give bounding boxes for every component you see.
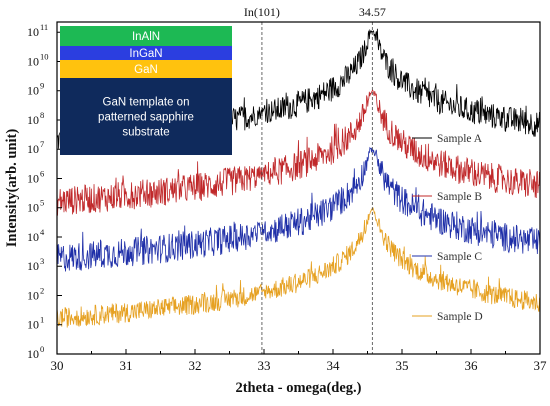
series-sample-c-line <box>57 146 540 272</box>
layer-structure-inset: InAlN InGaN GaN GaN template on patterned sa… <box>60 26 232 155</box>
legend-label: Sample C <box>437 251 482 263</box>
inset-layer-1 <box>60 46 232 60</box>
x-tick-label: 33 <box>258 358 271 373</box>
y-tick-label: 10 <box>27 113 39 127</box>
legend-label: Sample D <box>437 311 483 323</box>
x-tick-label: 31 <box>120 358 133 373</box>
legend-label: Sample B <box>437 191 482 203</box>
y-tick-label: 10 <box>27 142 39 156</box>
inset-layer-2 <box>60 60 232 78</box>
y-tick-label: 10 <box>27 230 39 244</box>
x-axis-label: 2theta - omega(deg.) <box>235 380 361 396</box>
y-tick-label: 10 <box>27 171 39 185</box>
y-tick-exponent: 8 <box>40 110 44 120</box>
annotations: In(101) 34.57 <box>244 5 386 19</box>
x-tick-label: 30 <box>51 358 64 373</box>
legend: Sample A Sample B Sample C Sample D <box>412 133 483 323</box>
y-tick-exponent: 11 <box>40 22 48 32</box>
traces-group <box>57 28 540 328</box>
x-tick-label: 36 <box>465 358 479 373</box>
y-axis-label: Intensity(arb. unit) <box>4 129 20 248</box>
x-tick-label: 32 <box>189 358 202 373</box>
y-tick-label: 10 <box>27 25 39 39</box>
inset-layer-label: GaN <box>134 64 158 76</box>
inset-layer-label: substrate <box>122 127 169 139</box>
series-sample-d-line <box>57 207 540 328</box>
y-tick-exponent: 10 <box>40 51 49 61</box>
y-tick-label: 10 <box>27 347 39 361</box>
inset-layer-label: patterned sapphire <box>98 112 194 124</box>
y-tick-label: 10 <box>27 54 39 68</box>
inset-layer-label: InAlN <box>132 31 160 43</box>
y-tick-exponent: 6 <box>40 168 44 178</box>
y-tick-exponent: 9 <box>40 81 44 91</box>
y-tick-exponent: 4 <box>40 227 45 237</box>
inset-layer-0 <box>60 26 232 46</box>
y-tick-label: 10 <box>27 318 39 332</box>
y-tick-exponent: 3 <box>40 256 44 266</box>
series-sample-b-line <box>57 89 540 216</box>
inset-layer-label: InGaN <box>129 48 162 60</box>
y-tick-label: 10 <box>27 288 39 302</box>
reference-label-0: In(101) <box>244 5 280 19</box>
reference-lines <box>261 22 373 354</box>
x-tick-label: 37 <box>534 358 548 373</box>
inset-layer-3 <box>60 78 232 155</box>
y-tick-exponent: 5 <box>40 198 44 208</box>
y-tick-label: 10 <box>27 259 39 273</box>
y-tick-label: 10 <box>27 84 39 98</box>
inset-layer-label: GaN template on <box>103 97 190 109</box>
x-tick-label: 35 <box>396 358 409 373</box>
y-tick-exponent: 1 <box>40 315 44 325</box>
y-tick-exponent: 2 <box>40 285 44 295</box>
legend-label: Sample A <box>437 133 483 145</box>
x-axis-ticks: 30 31 32 33 34 35 36 37 <box>51 349 548 373</box>
x-tick-label: 34 <box>327 358 341 373</box>
y-tick-exponent: 0 <box>40 344 44 354</box>
y-tick-label: 10 <box>27 201 39 215</box>
reference-label-1: 34.57 <box>359 5 386 19</box>
y-tick-exponent: 7 <box>40 139 44 149</box>
